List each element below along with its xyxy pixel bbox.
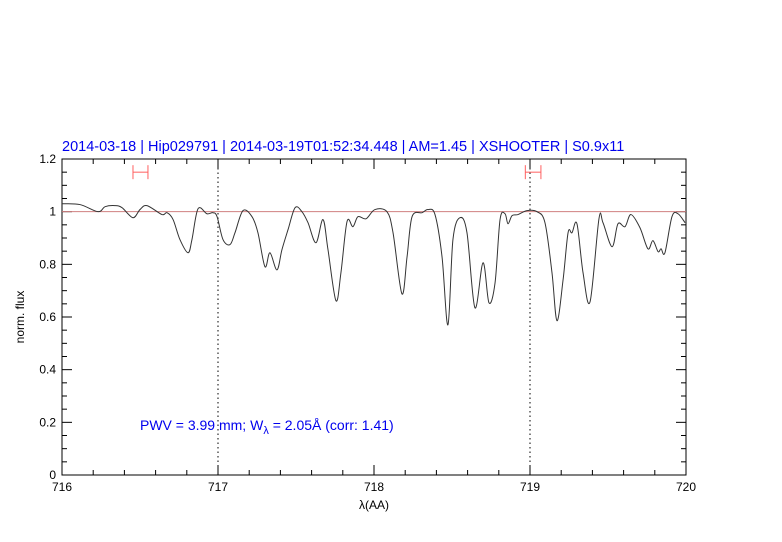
x-tick-label: 720 (676, 480, 696, 494)
y-tick-label: 0 (49, 468, 56, 482)
flux-series-line (61, 203, 686, 326)
pwv-annotation: PWV = 3.99 mm; Wλ = 2.05Å (corr: 1.41) (140, 417, 394, 437)
plot-marks (61, 159, 686, 475)
y-axis-label: norm. flux (13, 291, 27, 344)
annotation-post: = 2.05Å (corr: 1.41) (269, 417, 394, 433)
x-tick-label: 718 (364, 480, 384, 494)
annotation-sub: λ (263, 425, 269, 437)
y-tick-label: 1.2 (39, 152, 56, 166)
error-bar (132, 165, 149, 180)
y-tick-label: 0.6 (39, 310, 56, 324)
x-tick-label: 717 (208, 480, 228, 494)
x-axis-label: λ(AA) (359, 498, 389, 512)
y-tick-label: 0.2 (39, 415, 56, 429)
chart-title: 2014-03-18 | Hip029791 | 2014-03-19T01:5… (62, 139, 624, 155)
y-tick-label: 1 (49, 205, 56, 219)
y-tick-label: 0.4 (39, 363, 56, 377)
axes: 716 717 718 719 720 0 0.2 0.4 0.6 0.8 1 1.2 (39, 152, 696, 494)
x-tick-label: 716 (52, 480, 72, 494)
y-tick-label: 0.8 (39, 257, 56, 271)
annotation-pre: PWV = 3.99 mm; W (140, 417, 264, 433)
x-tick-label: 719 (520, 480, 540, 494)
error-bar (524, 165, 542, 180)
